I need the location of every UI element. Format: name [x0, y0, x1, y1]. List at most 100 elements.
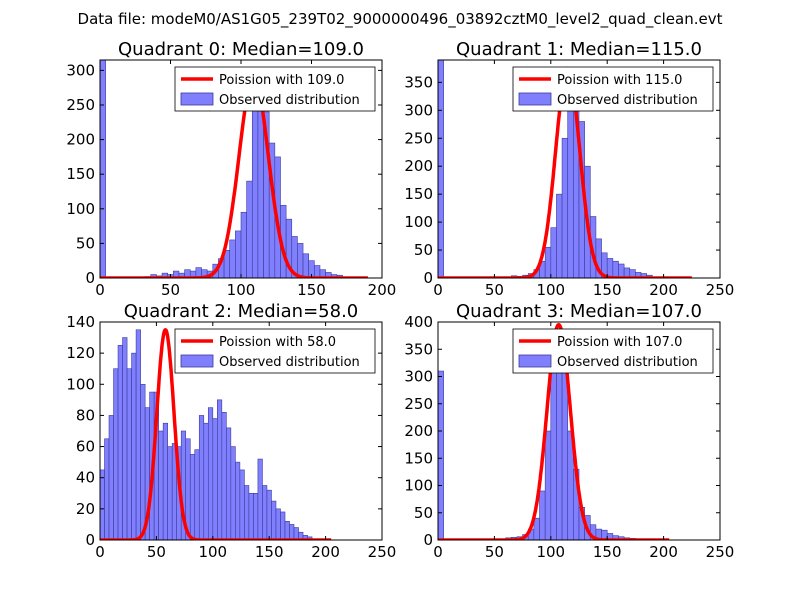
- y-tick-label: 300: [404, 368, 433, 386]
- poisson-curve: [100, 328, 333, 540]
- histogram-bar: [100, 60, 106, 278]
- histogram-bar: [606, 258, 614, 278]
- legend-bar-label: Observed distribution: [557, 355, 698, 370]
- x-tick-label: 200: [649, 543, 678, 561]
- histogram-bar: [122, 337, 128, 540]
- legend-bar-swatch: [518, 354, 552, 368]
- histogram-bar: [280, 511, 286, 540]
- histogram-bar: [167, 446, 173, 540]
- figure-title: Data file: modeM0/AS1G05_239T02_90000004…: [78, 10, 723, 29]
- x-tick-label: 100: [536, 543, 565, 561]
- histogram-bar: [550, 227, 557, 278]
- y-tick-label: 200: [404, 422, 433, 440]
- histogram-bar: [302, 253, 309, 278]
- histogram-bar: [235, 230, 242, 278]
- histogram-bar: [284, 521, 290, 540]
- histogram-bar: [162, 422, 168, 540]
- quadrant-3-panel: 0 50 100 150 200 250 0 50 100 150 200 250 300 350 400 Q…: [404, 301, 734, 561]
- histogram-bar: [275, 508, 281, 540]
- histogram-bar: [293, 527, 299, 540]
- histogram-bar: [556, 193, 563, 278]
- x-tick-label: 0: [433, 543, 443, 561]
- histogram-bar: [140, 383, 146, 540]
- histogram-bar: [262, 485, 268, 540]
- histogram-bar: [533, 517, 540, 540]
- legend-curve-label: Poission with 115.0: [557, 73, 682, 88]
- x-tick-label: 50: [147, 543, 166, 561]
- x-tick-label: 50: [485, 543, 504, 561]
- histogram-bar: [266, 489, 272, 540]
- y-tick-label: 200: [404, 157, 433, 175]
- x-tick-label: 100: [198, 543, 227, 561]
- x-tick-label: 50: [161, 281, 180, 299]
- y-tick-label: 140: [66, 313, 95, 331]
- y-tick-label: 0: [423, 531, 433, 549]
- y-tick-label: 100: [404, 477, 433, 495]
- legend: Poission with 115.0 Observed distribution: [512, 66, 714, 112]
- histogram-bar: [618, 263, 625, 278]
- quadrant-1-panel: 0 50 100 150 200 250 0 50 100 150 200 250 300 350 Quad…: [404, 39, 734, 299]
- axes-frame: [437, 59, 721, 279]
- y-tick-label: 100: [404, 213, 433, 231]
- y-tick-label: 300: [66, 61, 95, 79]
- y-tick-label: 350: [404, 73, 433, 91]
- histogram-bar: [257, 458, 263, 540]
- y-tick-label: 50: [414, 241, 433, 259]
- x-tick-label: 150: [297, 281, 326, 299]
- x-tick-label: 150: [255, 543, 284, 561]
- histogram-bar: [544, 430, 552, 540]
- histogram-bar: [612, 260, 619, 278]
- histogram-bar: [438, 60, 444, 278]
- histogram-bar: [271, 500, 277, 540]
- histogram-bar: [230, 446, 236, 540]
- x-tick-label: 200: [649, 281, 678, 299]
- quadrant-1-title: Quadrant 1: Median=115.0: [456, 39, 702, 60]
- histogram-bar: [189, 454, 196, 540]
- histogram-bar: [131, 352, 137, 540]
- histogram-bar: [194, 449, 200, 540]
- x-tick-label: 250: [706, 281, 735, 299]
- legend-bar-swatch: [518, 92, 552, 106]
- y-tick-label: 250: [404, 129, 433, 147]
- y-tick-label: 150: [404, 449, 433, 467]
- quadrant-2-plot-area: [100, 328, 333, 540]
- quadrant-3-title: Quadrant 3: Median=107.0: [456, 301, 702, 322]
- quadrant-2-panel: 0 50 100 150 200 250 0 20 40 60 80 100 120 140 Quadran…: [66, 301, 396, 561]
- y-tick-label: 400: [404, 313, 433, 331]
- x-tick-label: 0: [433, 281, 443, 299]
- histogram-bar: [297, 243, 304, 278]
- x-tick-label: 200: [368, 281, 397, 299]
- y-tick-label: 50: [414, 504, 433, 522]
- histogram-bar: [253, 492, 259, 540]
- legend-curve-label: Poission with 58.0: [219, 335, 336, 350]
- histogram-bar: [244, 485, 250, 540]
- y-tick-label: 150: [404, 185, 433, 203]
- histogram-bar: [135, 329, 141, 540]
- y-tick-label: 200: [66, 131, 95, 149]
- y-tick-label: 50: [76, 234, 95, 252]
- histogram-bar: [104, 438, 110, 540]
- quadrant-0-panel: 0 50 100 150 200 0 50 100 150 200 250 300 Quadrant 0…: [66, 39, 396, 299]
- histogram-bar: [100, 469, 105, 540]
- histogram-bar: [539, 490, 546, 540]
- y-tick-label: 350: [404, 340, 433, 358]
- y-tick-label: 120: [66, 344, 95, 362]
- legend-bar-label: Observed distribution: [219, 355, 360, 370]
- histogram-bar: [235, 461, 241, 540]
- histogram-bar: [240, 211, 247, 278]
- legend-curve-label: Poission with 107.0: [557, 335, 682, 350]
- histogram-bar: [126, 368, 132, 540]
- quadrant-0-title: Quadrant 0: Median=109.0: [118, 39, 364, 60]
- y-tick-label: 80: [76, 406, 95, 424]
- histogram-bar: [158, 430, 164, 540]
- histogram-bar: [314, 265, 321, 278]
- y-tick-label: 300: [404, 101, 433, 119]
- y-tick-label: 0: [423, 269, 433, 287]
- y-tick-label: 40: [76, 469, 95, 487]
- histogram-bar: [550, 365, 557, 540]
- histogram-bar: [251, 101, 259, 278]
- histogram-bar: [239, 469, 245, 540]
- x-tick-label: 50: [485, 281, 504, 299]
- histogram-bar: [289, 524, 295, 540]
